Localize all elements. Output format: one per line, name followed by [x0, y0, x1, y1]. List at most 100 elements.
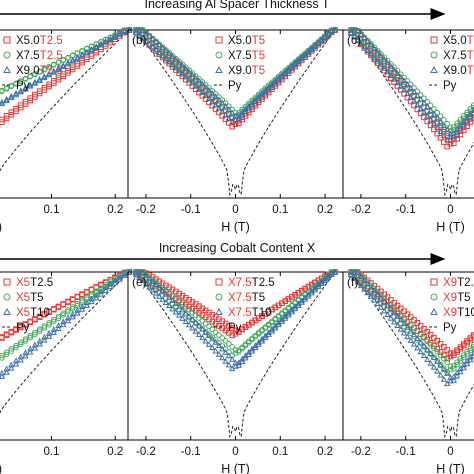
legend-label-part: X5.0 — [443, 35, 467, 47]
legend-label-part: Py — [443, 322, 457, 334]
legend-label: Py — [16, 80, 30, 92]
data-point — [301, 295, 309, 302]
data-point — [32, 71, 38, 78]
data-point — [3, 97, 10, 104]
data-point — [186, 306, 192, 313]
data-point — [132, 268, 140, 275]
data-point — [384, 66, 391, 73]
data-point — [60, 312, 67, 318]
data-point — [107, 283, 114, 290]
data-point — [288, 308, 295, 315]
data-point — [189, 78, 196, 84]
data-point — [22, 85, 29, 92]
data-point — [417, 110, 424, 117]
data-point — [142, 29, 150, 36]
data-point — [159, 44, 166, 51]
data-point — [451, 365, 457, 372]
data-point — [132, 26, 140, 33]
data-point — [179, 69, 186, 76]
data-point — [384, 59, 391, 66]
data-point — [88, 53, 95, 59]
data-point — [364, 280, 371, 287]
data-point — [179, 301, 186, 307]
series-blue — [132, 26, 339, 125]
data-point — [0, 100, 6, 107]
data-point — [225, 105, 233, 112]
data-point — [444, 347, 450, 353]
data-point — [411, 317, 417, 323]
data-point — [367, 283, 375, 290]
data-point — [111, 276, 119, 283]
panel-e: -0.2 -0.1 0 0.1 0.2H (T)(e) X7.5T2.5X7.5T5X7.… — [127, 268, 344, 474]
data-point — [434, 367, 441, 374]
arrow-bottom-label: Increasing Cobalt Content X — [159, 241, 316, 255]
data-point — [102, 284, 109, 291]
data-point — [206, 85, 212, 91]
data-point — [212, 101, 219, 108]
legend-label-part: T2.5 — [30, 277, 53, 289]
data-point — [292, 305, 299, 312]
data-point — [192, 319, 199, 326]
data-point — [255, 331, 262, 337]
data-point — [451, 362, 457, 369]
legend-marker-icon — [3, 36, 11, 44]
data-point — [159, 296, 166, 302]
data-point — [202, 320, 209, 327]
x-tick-label: 0.2 — [107, 446, 123, 458]
data-point — [8, 348, 15, 354]
legend-label-part: X5 — [16, 307, 30, 319]
data-point — [3, 368, 10, 375]
legend-item: X7.5T2.5 — [215, 277, 275, 289]
data-point — [27, 334, 34, 341]
data-point — [424, 112, 431, 119]
data-point — [93, 41, 100, 48]
legend-label: Py — [16, 322, 30, 334]
legend-item: Py — [429, 80, 457, 92]
legend-marker-icon — [215, 51, 223, 59]
data-point — [172, 308, 179, 315]
data-point — [354, 27, 361, 34]
series-py-line — [350, 29, 474, 197]
data-point — [229, 109, 236, 116]
data-point — [111, 279, 119, 286]
data-point — [13, 108, 19, 114]
data-point — [400, 86, 408, 93]
data-point — [361, 285, 368, 292]
data-point — [3, 86, 10, 92]
data-point — [401, 315, 407, 321]
data-point — [444, 120, 450, 127]
data-point — [451, 352, 457, 359]
data-point — [427, 340, 434, 346]
data-point — [88, 293, 95, 299]
data-point — [229, 355, 236, 362]
data-point — [50, 67, 57, 74]
legend-label: Py — [443, 80, 457, 92]
legend-label: X9.0T10 — [443, 65, 474, 77]
data-point — [27, 82, 34, 89]
data-point — [121, 272, 128, 278]
data-point — [36, 340, 43, 347]
data-point — [427, 350, 434, 357]
x-tick-label: -0.1 — [396, 204, 416, 216]
legend-item: X9T10 — [430, 307, 474, 319]
data-point — [205, 86, 213, 93]
data-point — [275, 314, 282, 320]
legend-label-part: T2.5 — [40, 50, 63, 62]
data-point — [182, 309, 189, 316]
x-axis-title: H (T) — [221, 462, 249, 474]
x-axis-title: H (T) — [436, 220, 464, 234]
data-point — [424, 328, 431, 335]
data-point — [407, 321, 414, 328]
data-point — [41, 333, 48, 340]
data-point — [46, 321, 52, 328]
data-point — [414, 328, 421, 335]
data-point — [245, 339, 252, 346]
data-point — [162, 55, 170, 62]
data-point — [377, 52, 385, 59]
legend-marker-icon — [430, 293, 438, 301]
data-point — [236, 349, 242, 355]
legend-label-part: X7.5 — [228, 292, 252, 304]
x-tick-label: 0.1 — [272, 446, 288, 458]
legend-marker-icon — [430, 36, 438, 44]
data-point — [65, 309, 71, 315]
